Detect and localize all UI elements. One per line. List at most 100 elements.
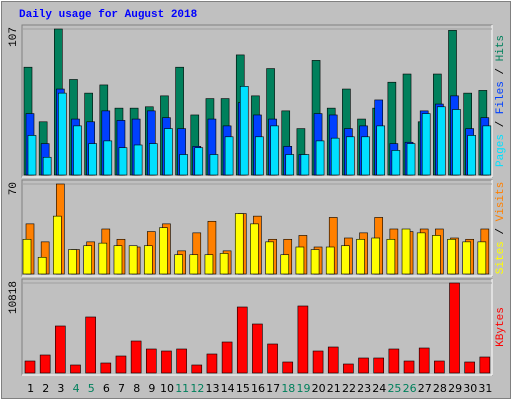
bar	[164, 128, 173, 176]
x-tick-label: 9	[148, 382, 155, 395]
bar	[159, 227, 168, 275]
bar	[145, 348, 157, 374]
bar	[191, 364, 203, 374]
bar	[280, 254, 290, 275]
bar	[300, 154, 310, 176]
bar	[70, 364, 81, 374]
x-tick-label: 26	[403, 382, 417, 395]
bar	[58, 92, 67, 176]
x-tick-label: 19	[296, 382, 310, 395]
bar	[83, 245, 92, 275]
legend: KBytes	[495, 307, 507, 347]
bar	[88, 143, 97, 176]
legend-entry: Visits	[495, 182, 507, 222]
bar	[285, 154, 295, 176]
bar	[37, 256, 47, 275]
bar	[189, 254, 199, 275]
bar	[371, 237, 381, 275]
bar	[42, 156, 52, 176]
legend: Sites / Visits	[495, 182, 507, 274]
bar	[315, 140, 325, 176]
bar	[346, 136, 355, 176]
bar	[113, 245, 123, 275]
legend-entry: Hits	[495, 35, 507, 61]
bar	[403, 360, 415, 374]
bar	[373, 357, 385, 374]
bar	[98, 242, 108, 275]
bar	[482, 125, 492, 176]
x-tick-label: 20	[312, 382, 326, 395]
bar	[361, 136, 370, 176]
x-tick-label: 18	[281, 382, 295, 395]
bar	[341, 245, 350, 275]
bar	[39, 354, 51, 374]
bar	[234, 213, 244, 275]
bar	[204, 254, 214, 275]
bar	[310, 249, 320, 275]
bar	[386, 238, 396, 275]
bar	[437, 106, 446, 176]
bar	[479, 356, 491, 374]
bar	[462, 241, 471, 275]
bar	[219, 253, 229, 275]
x-tick-label: 22	[342, 382, 356, 395]
bar	[224, 136, 234, 176]
x-tick-label: 17	[266, 382, 280, 395]
bar	[467, 135, 476, 176]
bar	[22, 238, 32, 275]
bar	[270, 125, 279, 176]
bar	[143, 245, 153, 275]
bar	[55, 325, 66, 374]
bar	[447, 238, 456, 275]
x-tick-label: 14	[221, 382, 235, 395]
bar	[236, 306, 248, 374]
bar	[68, 249, 77, 275]
bar	[73, 125, 82, 176]
x-tick-label: 24	[372, 382, 386, 395]
legend-separator: /	[495, 114, 507, 134]
legend-entry: Files	[495, 81, 507, 114]
bar	[356, 238, 365, 275]
bar	[358, 357, 369, 374]
x-tick-label: 6	[103, 382, 110, 395]
bar	[416, 232, 426, 275]
bar	[432, 235, 441, 275]
bar	[221, 341, 233, 374]
bar	[376, 125, 386, 176]
x-tick-label: 28	[433, 382, 447, 395]
y-tick-label: 107	[8, 27, 20, 47]
bar	[477, 241, 487, 275]
bar	[148, 143, 158, 176]
bar	[194, 147, 204, 176]
x-tick-label: 4	[73, 382, 80, 395]
legend-separator: /	[495, 61, 507, 81]
bar	[24, 360, 36, 374]
bar	[103, 140, 113, 176]
bar	[239, 86, 249, 176]
bar	[252, 323, 263, 374]
x-tick-label: 11	[175, 382, 189, 395]
bar	[161, 350, 172, 374]
bar	[255, 136, 264, 176]
bar	[100, 362, 112, 374]
x-tick-label: 12	[190, 382, 204, 395]
bar	[209, 154, 219, 176]
bar	[128, 245, 138, 275]
bar	[325, 246, 335, 275]
bar	[297, 305, 309, 374]
x-tick-label: 31	[478, 382, 492, 395]
x-tick-label: 8	[133, 382, 140, 395]
bar	[330, 137, 340, 176]
legend-entry: Sites	[495, 241, 507, 274]
bar	[118, 147, 128, 176]
bar	[282, 361, 294, 374]
legend-entry: Pages	[495, 134, 507, 167]
bar	[343, 363, 354, 374]
bar	[434, 360, 445, 374]
bar	[452, 109, 461, 176]
bar	[421, 113, 431, 176]
bar	[206, 353, 218, 374]
x-tick-label: 10	[160, 382, 174, 395]
